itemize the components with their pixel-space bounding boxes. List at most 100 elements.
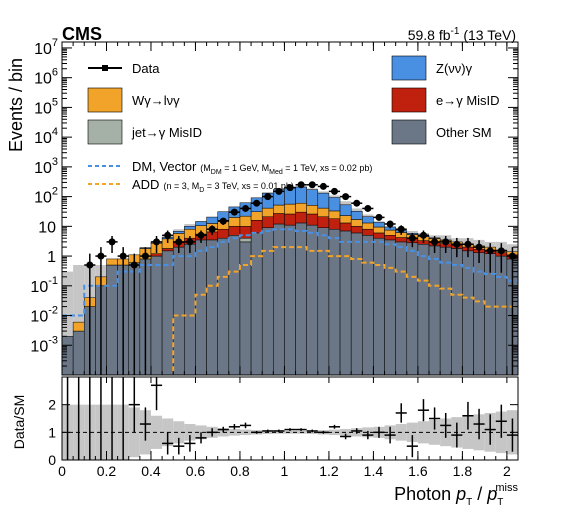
data-point [264, 193, 272, 201]
data-point [408, 234, 416, 242]
stack-bin-e-misid [284, 213, 296, 226]
data-point [442, 238, 450, 246]
stack-bin-zvvg [195, 221, 207, 226]
stack-bin-zvvg [362, 216, 374, 224]
signal-dm-line [62, 228, 518, 317]
x-tick-label: 1.4 [364, 463, 384, 479]
data-point [431, 238, 439, 246]
stack-bin-e-misid [317, 216, 330, 228]
stack-bin-other-sm [451, 248, 463, 375]
data-point [197, 231, 205, 239]
legend-data-marker [102, 65, 108, 71]
ratio-y-tick-label: 0 [48, 452, 56, 468]
stack-bin-other-sm [228, 235, 241, 375]
y-tick-label: 1 [47, 249, 56, 266]
stack-bin-e-misid [306, 213, 319, 226]
axes: 0 0.2 0.4 0.6 0.8 1 1.2 1.4 1.6 1.8 2 10-3 10-2 10-1 1… [30, 37, 519, 479]
data-point [175, 238, 183, 246]
stack-bin-wg [261, 207, 274, 218]
data-point [342, 193, 350, 201]
data-point [86, 261, 94, 269]
x-tick-label: 0.2 [97, 463, 117, 479]
y-tick-label: 107 [34, 37, 58, 58]
ratio-panel [62, 377, 518, 460]
data-point [153, 238, 161, 246]
y-tick-label: 105 [34, 96, 58, 117]
band-bin [73, 265, 85, 375]
data-point [230, 208, 238, 216]
data-point [353, 199, 361, 207]
y-tick-label: 102 [34, 186, 58, 207]
legend-other-sm-swatch [391, 119, 427, 145]
data-point [475, 243, 483, 251]
legend-e-misid-swatch [391, 87, 427, 113]
data-point [464, 240, 472, 248]
data-point [308, 181, 316, 189]
stack-bin-other-sm [217, 237, 230, 375]
stack-bin-wg [317, 207, 330, 218]
stack-bin-other-sm [384, 239, 396, 375]
y-tick-label: 103 [34, 156, 58, 177]
y-tick-label: 10 [38, 219, 56, 236]
stack-bin-zvvg [350, 211, 363, 220]
stack-bin-other-sm [295, 222, 307, 375]
x-tick-label: 1.8 [453, 463, 473, 479]
data-point [253, 199, 261, 207]
stack-bin-e-misid [261, 216, 274, 228]
stack-bin-e-misid [328, 218, 341, 230]
x-tick-label: 2 [503, 463, 511, 479]
stack-bin-other-sm [261, 227, 274, 375]
data-point [141, 252, 149, 260]
data-point [453, 240, 461, 248]
stack-bin-zvvg [184, 226, 196, 230]
stack-bin-other-sm [150, 255, 163, 375]
stack-bin-wg [284, 203, 296, 215]
stack-bin-other-sm [239, 241, 252, 375]
stack-bin-wg [250, 211, 263, 221]
stack-bin-other-sm [373, 237, 385, 375]
stack-bin-e-misid [273, 213, 285, 225]
y-tick-label: 10-3 [30, 334, 58, 355]
y-tick-label: 104 [34, 126, 58, 147]
stack-bin-zvvg [206, 216, 218, 224]
data-point [130, 261, 138, 269]
stack-bin-other-sm [328, 228, 341, 375]
legend-jet-misid-label: jet→γ MisID [131, 125, 202, 140]
stack-bin-wg [228, 217, 241, 227]
stack-bin-other-sm [250, 232, 263, 375]
bottom-frame [61, 376, 519, 461]
stack-bin-e-misid [295, 211, 307, 224]
ratio-band-bin [195, 425, 207, 440]
x-tick-label: 0.6 [186, 463, 206, 479]
stack-bin-e-misid [395, 237, 408, 243]
stack-bin-other-sm [462, 250, 474, 375]
data-point [208, 225, 216, 233]
ratio-band-bin [228, 429, 240, 436]
stack-bin-other-sm [362, 235, 374, 375]
legend-wg-swatch [87, 87, 123, 113]
band-bin [62, 271, 74, 375]
stack-bin-e-misid [228, 226, 241, 236]
data-point [497, 247, 505, 255]
y-tick-label: 10-2 [30, 305, 58, 326]
stack-bin-wg [273, 204, 285, 214]
data-point [386, 220, 394, 228]
stack-bin-wg [373, 226, 385, 234]
stack-bin-e-misid [373, 232, 385, 239]
x-tick-label: 0 [58, 463, 66, 479]
stack-bin-e-misid [239, 226, 252, 239]
xlabel: Photon pT / pTmiss [394, 482, 518, 508]
stack-bin-e-misid [150, 253, 163, 257]
data-point [330, 187, 338, 195]
top-panel [62, 181, 518, 375]
stack-bin-e-misid [350, 226, 363, 234]
stack-bin-zvvg [172, 231, 185, 234]
stack-bin-other-sm [306, 224, 319, 375]
y-tick-label: 106 [34, 67, 58, 88]
lumi-label: 59.8 fb-1 (13 TeV) [408, 26, 516, 43]
stack-bin-wg [350, 219, 363, 227]
ratio-band-bin [328, 429, 341, 436]
ratio-band-bin [173, 421, 185, 444]
stack-bin-zvvg [373, 222, 385, 228]
